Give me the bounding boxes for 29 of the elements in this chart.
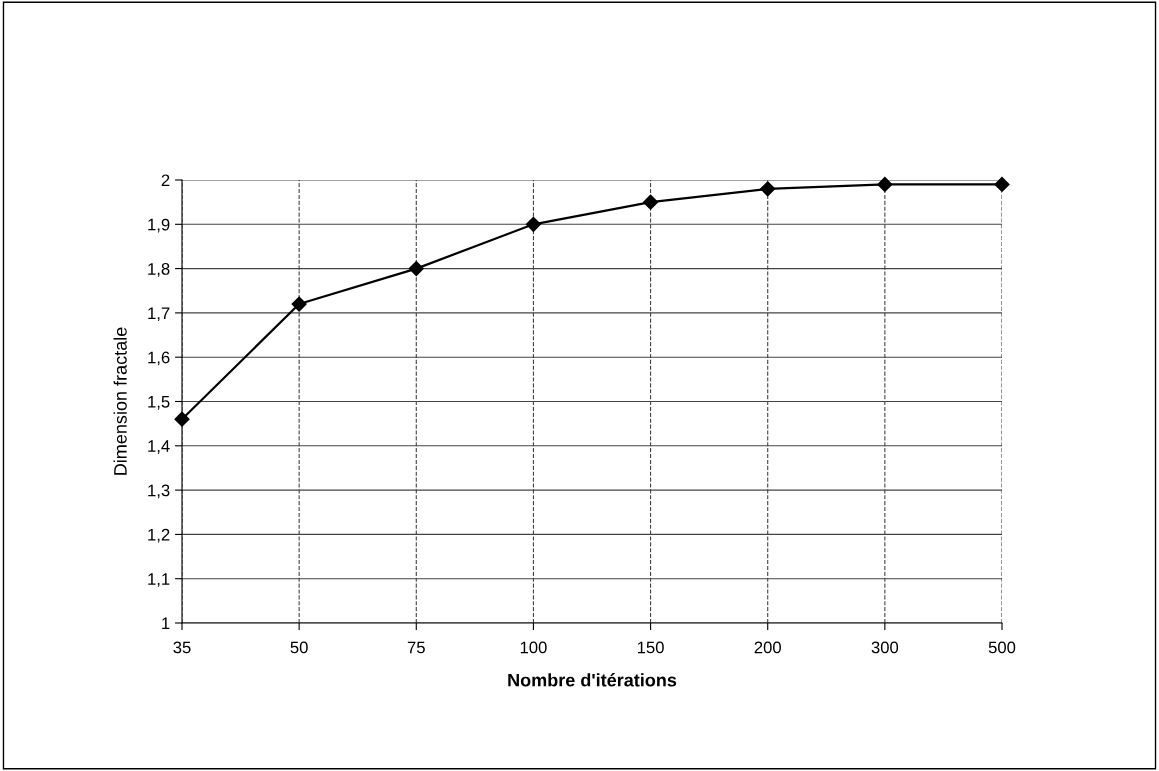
y-tick-label: 1,3 — [148, 484, 170, 499]
y-tick-label: 1,5 — [148, 396, 170, 410]
x-tick-label: 200 — [754, 641, 781, 654]
y-tick-label: 1,9 — [148, 218, 170, 233]
x-tick-label: 50 — [290, 641, 308, 654]
y-tick-label: 1,1 — [148, 573, 170, 587]
x-axis-title: Nombre d'itérations — [508, 673, 677, 687]
point — [877, 176, 893, 193]
y-tick-label: 1,6 — [148, 351, 170, 366]
x-tick-label: 300 — [871, 641, 899, 654]
y-tick-label: 1,4 — [148, 440, 170, 454]
point — [291, 296, 307, 312]
y-tick-label: 1,7 — [148, 307, 170, 322]
point — [994, 176, 1010, 193]
point — [174, 411, 190, 427]
x-tick-label: 150 — [637, 641, 664, 654]
point — [760, 181, 776, 197]
point — [643, 194, 659, 210]
x-tick-label: 100 — [520, 641, 547, 654]
y-tick-label: 2 — [161, 174, 170, 187]
point — [408, 261, 424, 277]
y-tick-label: 1,2 — [148, 528, 170, 543]
point — [525, 216, 541, 232]
x-tick-label: 500 — [988, 641, 1016, 654]
y-tick-label: 1,8 — [148, 263, 170, 277]
y-axis-title: Dimension fractale — [113, 327, 127, 475]
x-tick-label: 35 — [173, 641, 191, 654]
x-tick-label: 75 — [407, 641, 425, 654]
y-tick-label: 1 — [162, 617, 170, 630]
